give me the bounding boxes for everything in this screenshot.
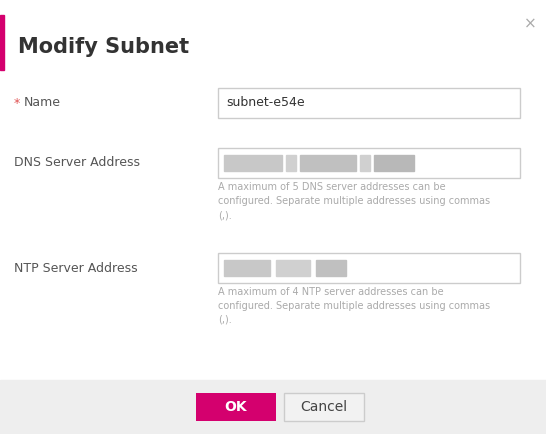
Bar: [218, 88, 520, 118]
Bar: [224, 155, 282, 171]
Text: Cancel: Cancel: [300, 400, 348, 414]
Text: Modify Subnet: Modify Subnet: [18, 37, 189, 57]
Bar: [316, 260, 346, 276]
Text: A maximum of 4 NTP server addresses can be
configured. Separate multiple address: A maximum of 4 NTP server addresses can …: [218, 287, 490, 325]
Bar: [286, 155, 296, 171]
Text: DNS Server Address: DNS Server Address: [14, 157, 140, 170]
Bar: [218, 148, 520, 178]
Bar: [276, 260, 310, 276]
Bar: [360, 155, 370, 171]
Text: A maximum of 5 DNS server addresses can be
configured. Separate multiple address: A maximum of 5 DNS server addresses can …: [218, 182, 490, 220]
Bar: [224, 260, 270, 276]
Bar: [300, 155, 356, 171]
Bar: [218, 253, 520, 283]
Text: subnet-e54e: subnet-e54e: [226, 96, 305, 109]
Text: OK: OK: [225, 400, 247, 414]
Text: Name: Name: [24, 96, 61, 109]
Text: NTP Server Address: NTP Server Address: [14, 262, 138, 274]
Bar: [284, 393, 364, 421]
Bar: [196, 393, 276, 421]
Bar: [374, 155, 414, 171]
Text: *: *: [14, 96, 20, 109]
Text: ×: ×: [524, 16, 536, 31]
Bar: [0, 15, 4, 70]
Bar: [0, 380, 546, 434]
